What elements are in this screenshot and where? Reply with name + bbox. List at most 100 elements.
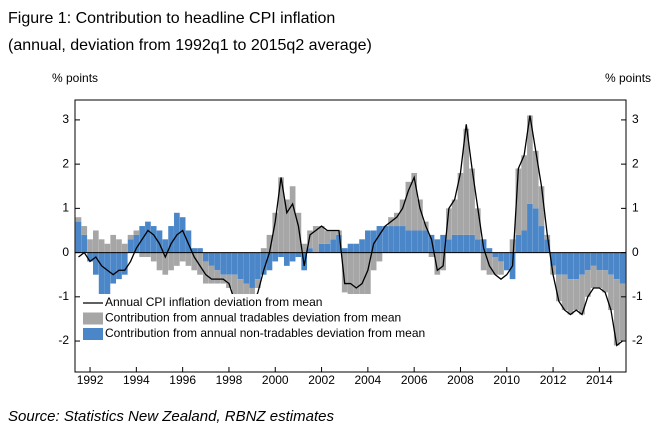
bar — [532, 150, 539, 209]
bar — [428, 234, 435, 253]
bar — [98, 239, 105, 253]
bar — [451, 234, 458, 253]
bar — [220, 252, 227, 275]
bar — [127, 234, 134, 240]
bar — [602, 270, 608, 293]
bar — [515, 234, 522, 253]
bar — [393, 226, 400, 253]
legend-label: Contribution from annual tradables devia… — [105, 311, 401, 325]
bar — [81, 234, 88, 253]
bar — [405, 230, 412, 253]
bar — [318, 243, 325, 253]
bar — [365, 230, 371, 253]
bar — [116, 252, 122, 280]
bar — [596, 252, 603, 271]
bar — [567, 252, 574, 280]
bar — [469, 234, 475, 253]
bar — [214, 270, 221, 284]
bar — [556, 274, 562, 302]
x-tick-label: 2002 — [308, 373, 335, 387]
bar — [301, 243, 308, 253]
bar — [133, 230, 140, 235]
bar — [255, 279, 261, 288]
bar — [561, 252, 568, 275]
bar — [127, 239, 134, 253]
bar — [272, 212, 279, 253]
y2-tick-label: -2 — [632, 333, 643, 347]
bar — [579, 252, 585, 275]
bar — [174, 252, 180, 266]
bar — [388, 226, 394, 253]
bar — [93, 252, 99, 275]
bar — [584, 270, 591, 297]
bar — [150, 252, 157, 262]
bar — [480, 252, 487, 271]
bar — [457, 234, 464, 253]
x-tick-label: 2008 — [447, 373, 474, 387]
x-tick-label: 2004 — [355, 373, 382, 387]
y-tick-label: 3 — [62, 112, 69, 126]
bar — [521, 155, 527, 231]
bar — [521, 230, 527, 253]
y2-tick-label: 2 — [632, 156, 639, 170]
y-axis-label: % points — [52, 71, 98, 85]
bar — [214, 252, 221, 271]
y2-axis-label: % points — [605, 71, 651, 85]
bar — [527, 203, 533, 253]
bar — [376, 252, 383, 262]
bar — [110, 252, 117, 284]
bar — [428, 252, 435, 258]
bar — [619, 252, 626, 284]
x-tick-label: 2006 — [401, 373, 428, 387]
bar — [150, 226, 157, 253]
bar — [81, 226, 88, 235]
bar — [573, 252, 580, 280]
bar — [515, 168, 522, 235]
bar — [567, 279, 574, 315]
y2-tick-label: -1 — [632, 289, 643, 303]
bar — [75, 217, 82, 222]
bar — [417, 230, 423, 253]
bar — [324, 230, 331, 244]
bar — [116, 239, 122, 253]
bar — [98, 252, 105, 306]
bar — [590, 265, 597, 288]
y-tick-label: 2 — [62, 156, 69, 170]
bar — [463, 128, 470, 235]
bar — [486, 248, 493, 253]
legend-swatch — [83, 312, 103, 325]
bar — [359, 239, 365, 253]
bar — [87, 252, 93, 262]
chart-title: Figure 1: Contribution to headline CPI i… — [8, 10, 335, 27]
bar — [457, 172, 464, 235]
bar — [185, 252, 192, 266]
bar — [353, 252, 360, 306]
x-tick-label: 2014 — [586, 373, 613, 387]
bar — [307, 248, 313, 253]
bar — [283, 252, 290, 266]
bar — [370, 230, 377, 253]
bar — [133, 234, 140, 253]
bar — [243, 252, 250, 284]
bar — [341, 248, 348, 253]
bar — [584, 252, 591, 271]
bar — [162, 239, 169, 253]
bar — [168, 226, 174, 253]
bar — [347, 252, 354, 297]
y-tick-label: 1 — [62, 201, 69, 215]
bar — [260, 252, 267, 275]
bar — [527, 115, 533, 204]
bar — [474, 239, 481, 253]
bar — [168, 252, 174, 271]
bar — [191, 248, 198, 253]
bar — [249, 252, 255, 288]
bar — [422, 230, 429, 253]
bar — [399, 226, 406, 253]
bar — [399, 199, 406, 227]
bar — [463, 234, 470, 253]
x-tick-label: 2000 — [262, 373, 289, 387]
bar — [602, 252, 608, 271]
legend-label: Contribution from annual non-tradables d… — [105, 326, 425, 340]
bar — [231, 252, 238, 275]
bar — [104, 243, 111, 253]
